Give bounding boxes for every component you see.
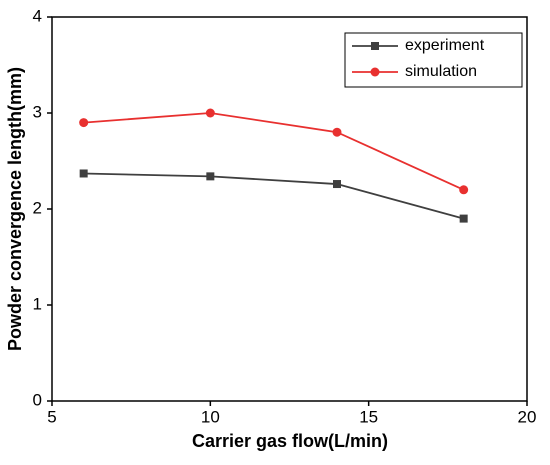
data-point (459, 185, 469, 195)
y-tick-label: 2 (33, 198, 42, 217)
x-tick-label: 15 (359, 407, 378, 426)
data-point (79, 118, 89, 128)
legend-marker (371, 42, 379, 50)
data-point (205, 108, 215, 118)
x-tick-label: 5 (47, 407, 56, 426)
x-tick-label: 20 (518, 407, 537, 426)
legend-box (344, 32, 523, 88)
series-line (83, 172, 464, 220)
y-tick-label: 3 (33, 102, 42, 121)
data-point (459, 214, 468, 223)
series-line (83, 112, 465, 191)
y-axis-title: Powder convergence length(mm) (5, 67, 25, 351)
x-tick-label: 10 (201, 407, 220, 426)
y-tick-label: 0 (33, 390, 42, 409)
data-point (333, 180, 341, 189)
data-point (332, 127, 342, 137)
data-point (79, 169, 88, 178)
y-tick-label: 4 (33, 6, 42, 25)
legend-label: experiment (405, 37, 485, 54)
y-tick-label: 1 (33, 294, 42, 313)
legend-label: simulation (405, 63, 477, 80)
data-point (206, 172, 215, 181)
x-axis-title: Carrier gas flow(L/min) (192, 431, 388, 451)
legend-marker (370, 67, 380, 77)
